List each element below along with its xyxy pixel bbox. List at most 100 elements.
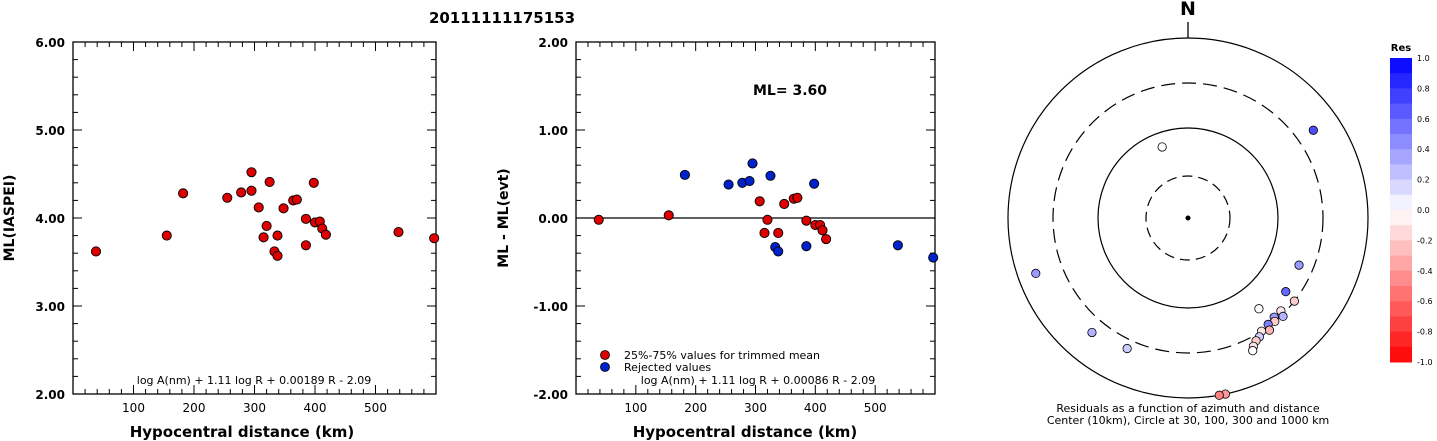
station-residual-marker	[1122, 343, 1132, 354]
station-residual-marker	[1294, 260, 1304, 270]
colorbar-swatch	[1390, 225, 1412, 241]
data-point	[246, 185, 257, 196]
data-point	[429, 233, 440, 244]
residual-map: N Residuals as a function of azimuth and…	[1007, 0, 1369, 427]
y-tick-label: 1.00	[538, 124, 568, 138]
data-point	[663, 210, 674, 221]
station-residual-marker	[1278, 311, 1288, 322]
map-caption-line1: Residuals as a function of azimuth and d…	[1056, 402, 1319, 415]
colorbar-swatch	[1390, 164, 1412, 181]
x-tick-label: 100	[122, 401, 145, 415]
data-point	[161, 230, 172, 241]
data-point	[723, 179, 734, 190]
station-residual-marker	[1308, 125, 1318, 135]
data-point	[754, 196, 765, 207]
colorbar-tick-label: -0.6	[1417, 297, 1433, 306]
legend-marker-trimmed	[600, 350, 610, 360]
data-point	[593, 214, 604, 225]
colorbar-tick-label: -0.4	[1417, 267, 1433, 276]
y-tick-label: 0.00	[538, 212, 568, 226]
y-tick-label: -2.00	[533, 388, 568, 402]
data-point	[291, 194, 302, 205]
colorbar-tick-label: -0.8	[1417, 328, 1433, 337]
colorbar-swatch	[1390, 346, 1412, 363]
colorbar-tick-label: 1.0	[1417, 54, 1430, 63]
colorbar-swatch	[1390, 58, 1412, 74]
data-point	[817, 225, 828, 236]
colorbar-swatch	[1390, 331, 1412, 348]
y-tick-label: 3.00	[35, 300, 65, 314]
colorbar-swatch	[1390, 179, 1412, 196]
station-residual-marker	[1214, 390, 1224, 400]
x-tick-label: 300	[744, 401, 767, 415]
ml-annotation: ML= 3.60	[753, 83, 827, 99]
data-point	[300, 213, 311, 224]
colorbar-tick-label: -0.2	[1417, 236, 1433, 245]
data-point	[320, 229, 331, 240]
data-point	[744, 175, 755, 187]
x-tick-label: 200	[183, 401, 206, 415]
station-residual-marker	[1281, 287, 1291, 297]
data-point	[222, 192, 233, 203]
formula-label: log A(nm) + 1.11 log R + 0.00189 R - 2.0…	[137, 374, 371, 387]
colorbar-swatch	[1390, 149, 1412, 165]
y-tick-label: 2.00	[538, 36, 568, 50]
colorbar-swatch	[1390, 301, 1412, 317]
colorbar-swatch	[1390, 88, 1412, 105]
north-label: N	[1180, 0, 1196, 20]
data-point	[801, 241, 812, 252]
colorbar-swatch	[1390, 255, 1412, 272]
x-axis-label: Hypocentral distance (km)	[633, 423, 858, 441]
colorbar-tick-label: -1.0	[1417, 358, 1433, 367]
data-point	[928, 252, 939, 263]
colorbar-title: Res	[1391, 43, 1411, 54]
y-tick-label: 6.00	[35, 36, 65, 50]
data-point	[747, 158, 758, 169]
data-point	[264, 176, 275, 187]
colorbar-swatch	[1390, 316, 1412, 333]
colorbar-swatch	[1390, 134, 1412, 150]
x-tick-label: 100	[624, 401, 647, 415]
epicenter-dot	[1185, 215, 1191, 221]
y-axis-label: ML - ML(evt)	[496, 168, 512, 267]
legend-marker-rejected	[600, 362, 610, 372]
data-point	[246, 167, 257, 178]
y-tick-label: 2.00	[35, 388, 65, 402]
chart-ml-vs-distance: ML(IASPEI) Hypocentral distance (km) log…	[2, 36, 440, 441]
data-point	[278, 203, 289, 214]
data-point	[308, 177, 319, 188]
data-point	[393, 227, 404, 238]
data-point	[762, 214, 773, 225]
x-tick-label: 400	[304, 401, 327, 415]
colorbar-swatch	[1390, 286, 1412, 302]
data-point	[773, 227, 784, 239]
residual-colorbar: Res 1.0 0.8 0.6 0.4 0.2 0.0 -0.2 -0.4 -0.6 -0.8 -1…	[1390, 43, 1433, 367]
y-tick-label: -1.00	[533, 300, 568, 314]
y-tick-label: 5.00	[35, 124, 65, 138]
ring-30km	[1145, 175, 1231, 261]
plot-frame	[72, 41, 437, 395]
colorbar-tick-label: 0.6	[1417, 115, 1430, 124]
station-residual-marker	[1289, 296, 1299, 306]
x-tick-label: 400	[804, 401, 827, 415]
x-axis-label: Hypocentral distance (km)	[130, 423, 355, 441]
data-point	[300, 240, 311, 251]
ring-100km	[1097, 127, 1279, 309]
colorbar-swatch	[1390, 118, 1412, 135]
chart-ml-residual-vs-distance: ML - ML(evt) Hypocentral distance (km) M…	[496, 36, 939, 441]
data-point	[258, 232, 269, 243]
x-tick-label: 500	[364, 401, 387, 415]
data-point	[679, 169, 690, 180]
data-point	[779, 198, 790, 209]
data-point	[892, 240, 903, 251]
ring-300km	[1052, 82, 1324, 354]
colorbar-swatch	[1390, 210, 1412, 226]
data-point	[759, 227, 770, 239]
station-residual-marker	[1264, 325, 1275, 335]
x-tick-label: 300	[243, 401, 266, 415]
data-point	[792, 192, 803, 203]
station-residual-marker	[1248, 346, 1258, 356]
colorbar-swatch	[1390, 240, 1412, 257]
station-residual-marker	[1087, 327, 1097, 338]
